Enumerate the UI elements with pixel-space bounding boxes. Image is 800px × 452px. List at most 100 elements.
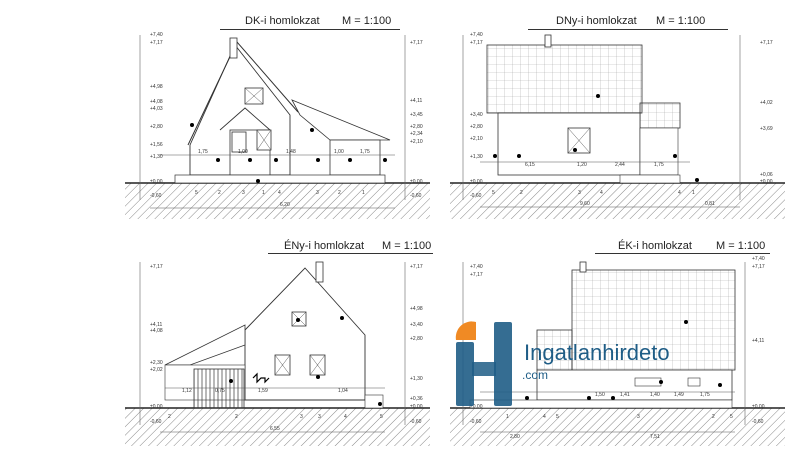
dim-label: 1,04 [338, 388, 348, 394]
level-label: +2,80 [410, 336, 423, 342]
panel-title-dk: DK-i homlokzat [245, 15, 320, 27]
level-label: +4,08 [150, 328, 163, 334]
level-label: ±0,00 [752, 404, 765, 410]
side-roof-tiles [536, 329, 573, 371]
level-label: +7,40 [470, 264, 483, 270]
level-label: +4,98 [410, 306, 423, 312]
level-label: +7,40 [470, 32, 483, 38]
axis-label: 1 [506, 414, 509, 420]
level-label: +4,11 [410, 98, 422, 104]
axis-label: 5 [380, 414, 383, 420]
panel-scale-dny: M = 1:100 [656, 15, 706, 27]
level-label: ±0,00 [410, 179, 423, 185]
dim-label: 1,00 [334, 149, 344, 155]
level-label: +3,40 [470, 112, 483, 118]
level-label: ±0,00 [150, 179, 163, 185]
dim-label: 1,41 [620, 392, 630, 398]
level-label: +7,17 [470, 40, 483, 46]
dim-label: 1,40 [650, 392, 660, 398]
logo-h-icon [455, 321, 512, 406]
dim-label: 2,80 [510, 434, 520, 440]
ground-hatch [125, 183, 430, 219]
title-underline [220, 29, 400, 30]
axis-label: 2 [712, 414, 715, 420]
ground-hatch [450, 183, 785, 219]
level-label: +0,36 [410, 396, 423, 402]
level-label: +7,17 [410, 264, 423, 270]
dim-label: 1,00 [238, 149, 248, 155]
level-label: -0,60 [150, 419, 162, 425]
level-label: +7,40 [150, 32, 163, 38]
carport-roof [164, 324, 246, 366]
panel-scale-dk: M = 1:100 [342, 15, 392, 27]
level-label: ±0,00 [760, 179, 773, 185]
level-label: +2,02 [150, 367, 163, 373]
axis-label: 4 [678, 190, 681, 196]
dim-label: 1,49 [674, 392, 684, 398]
axis-label: 2 [338, 190, 341, 196]
level-label: +4,11 [150, 322, 162, 328]
level-label: ±0,00 [470, 179, 483, 185]
dim-label: 1,20 [577, 162, 587, 168]
logo-suffix: .com [522, 368, 549, 382]
terrace [619, 174, 681, 184]
elevation-dny: 5 2 3 4 4 1 6,15 1,20 2,44 1,75 9,60 0,8… [450, 32, 785, 219]
porch-roof [219, 107, 271, 131]
chimney [544, 34, 552, 48]
level-label: +7,17 [470, 272, 483, 278]
elevation-eny: 2 2 3 3 4 5 1,12 0,75 1,59 1,04 6,55 +7,… [125, 261, 430, 446]
elevation-ek: 1 4 5 3 2 5 1,50 1,41 1,40 1,49 1,75 7,5… [450, 256, 785, 446]
roof-tiles [486, 44, 643, 114]
axis-label: 2 [168, 414, 171, 420]
level-label: +4,11 [752, 338, 764, 344]
level-label: +4,98 [150, 84, 163, 90]
level-label: +4,08 [150, 99, 163, 105]
level-label: +2,30 [150, 360, 163, 366]
axis-label: 5 [195, 190, 198, 196]
watermark-logo: Ingatlanhirdeto .com [452, 318, 752, 408]
level-label: +4,02 [760, 100, 773, 106]
axis-label: 5 [556, 414, 559, 420]
level-label: -0,60 [470, 419, 482, 425]
axis-label: 5 [492, 190, 495, 196]
level-label: +2,10 [470, 136, 483, 142]
axis-label: 1 [692, 190, 695, 196]
dim-label: 6,20 [280, 202, 290, 208]
level-label: +1,30 [470, 154, 483, 160]
axis-label: 2 [520, 190, 523, 196]
panel-title-dny: DNy-i homlokzat [556, 15, 637, 27]
level-label: +2,34 [410, 131, 423, 137]
level-label: ±0,00 [470, 404, 483, 410]
level-label: +4,03 [150, 106, 163, 112]
dim-label: 1,75 [654, 162, 664, 168]
dim-label: 0,75 [215, 388, 225, 394]
panel-title-eny: ÉNy-i homlokzat [284, 240, 365, 252]
axis-label: 3 [300, 414, 303, 420]
dim-label: 7,51 [650, 434, 660, 440]
window [687, 377, 701, 387]
side-wing [639, 127, 679, 176]
dim-label: 6,55 [270, 426, 280, 432]
level-label: +7,17 [150, 264, 163, 270]
level-label: +3,40 [410, 322, 423, 328]
side-wing [329, 139, 381, 176]
stair-detail [252, 372, 270, 384]
window [231, 131, 247, 153]
panel-title-ek: ÉK-i homlokzat [618, 240, 692, 252]
dim-label: 6,15 [525, 162, 535, 168]
axis-label: 3 [578, 190, 581, 196]
level-label: ±0,00 [150, 404, 163, 410]
terrace [364, 394, 384, 409]
axis-label: 2 [218, 190, 221, 196]
axis-label: 3 [242, 190, 245, 196]
level-label: +7,17 [150, 40, 163, 46]
level-label: +7,17 [752, 264, 765, 270]
plinth [174, 174, 386, 184]
level-label: -0,60 [410, 193, 422, 199]
dim-label: 1,75 [360, 149, 370, 155]
title-underline [528, 29, 728, 30]
level-label: +2,80 [410, 124, 423, 130]
axis-label: 4 [543, 414, 546, 420]
dim-label: 1,48 [286, 149, 296, 155]
